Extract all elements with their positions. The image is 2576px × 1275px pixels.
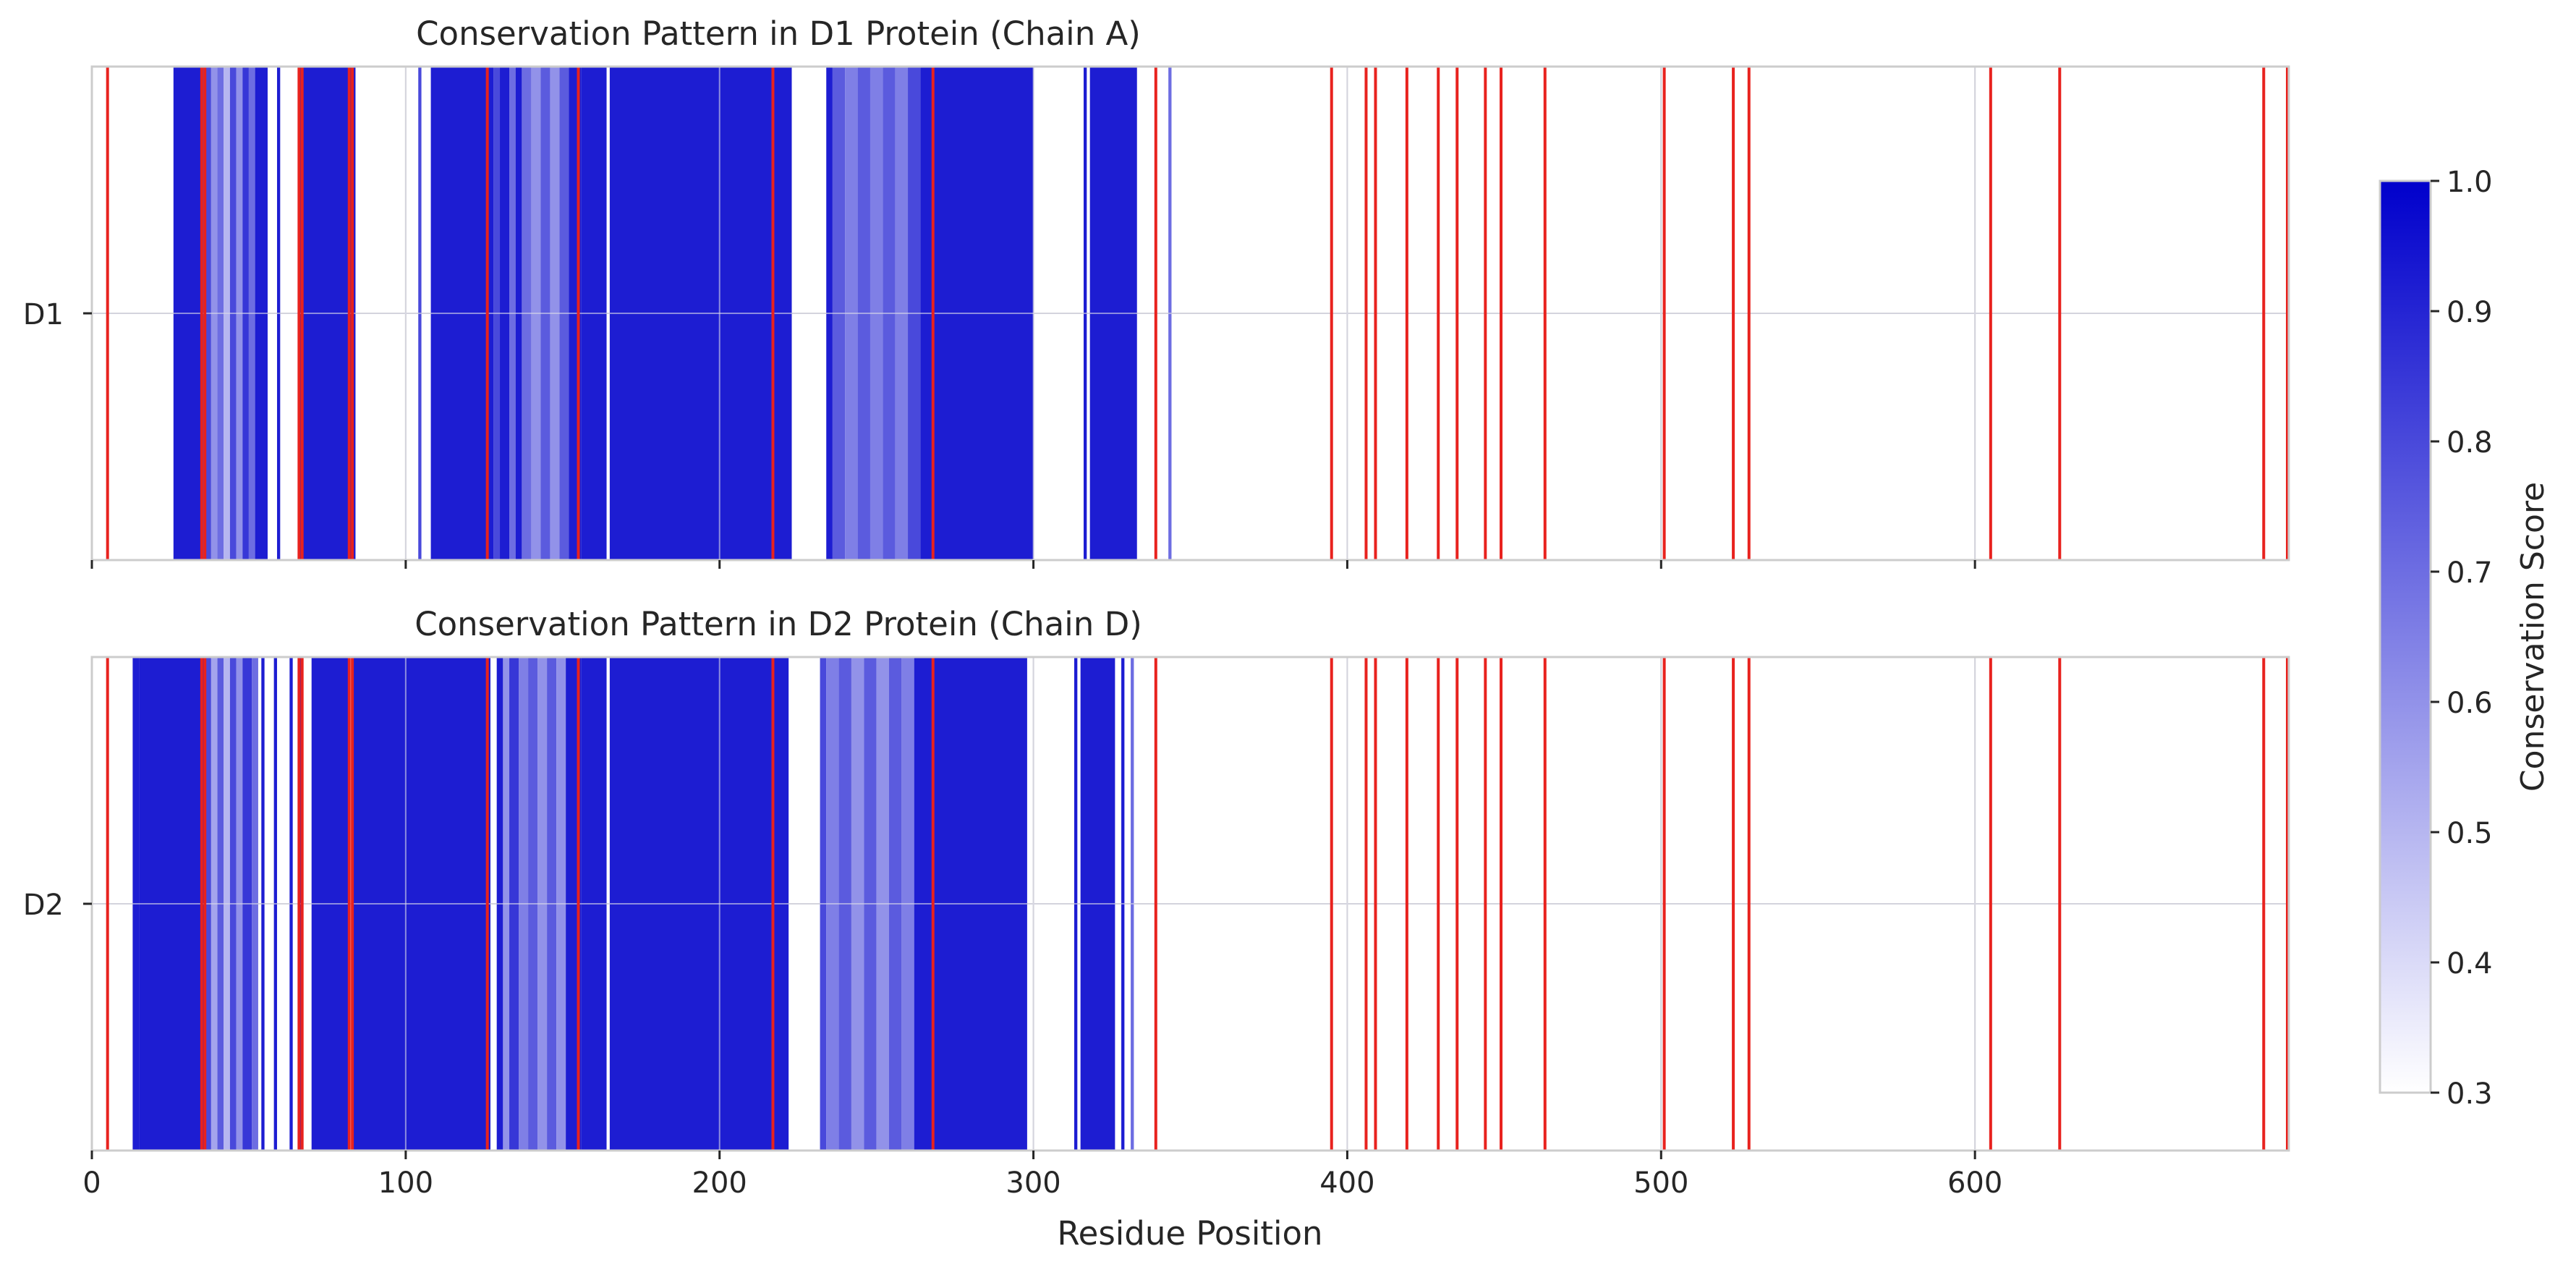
panel-d2-row-label: D2 <box>23 889 64 922</box>
panel-d2-xticks: 0 100 200 300 400 500 600 <box>82 1151 2002 1200</box>
panel-d2-segments <box>92 657 2289 1151</box>
colorbar-tick-label: 0.9 <box>2447 296 2493 329</box>
colorbar-tick-label: 0.7 <box>2447 556 2493 590</box>
colorbar-tick-label: 0.5 <box>2447 817 2493 850</box>
x-tick-label: 200 <box>692 1166 747 1200</box>
panel-d1: Conservation Pattern in D1 Protein (Chai… <box>23 14 2290 569</box>
x-tick-label: 400 <box>1319 1166 1374 1200</box>
colorbar: 0.3 0.4 0.5 0.6 0.7 0.8 0.9 1.0 Conservation Sc… <box>2379 166 2551 1111</box>
panel-d1-segments <box>92 67 2289 560</box>
x-tick-label: 0 <box>82 1166 101 1200</box>
colorbar-tick-label: 0.3 <box>2447 1077 2493 1111</box>
colorbar-tick-label: 1.0 <box>2447 166 2493 199</box>
colorbar-gradient <box>2379 179 2432 1094</box>
panel-d1-title: Conservation Pattern in D1 Protein (Chai… <box>416 14 1141 53</box>
x-tick-label: 600 <box>1947 1166 2002 1200</box>
panel-d2: Conservation Pattern in D2 Protein (Chai… <box>23 605 2290 1200</box>
x-axis-label: Residue Position <box>1057 1214 1322 1253</box>
colorbar-tick-label: 0.8 <box>2447 426 2493 459</box>
panel-d1-row-label: D1 <box>23 298 64 331</box>
panel-d1-red-lines <box>106 67 2289 560</box>
panel-d2-red-lines <box>106 657 2289 1151</box>
x-tick-label: 100 <box>378 1166 433 1200</box>
panel-d1-xticks <box>90 560 1976 569</box>
x-tick-label: 300 <box>1006 1166 1060 1200</box>
panel-d2-title: Conservation Pattern in D2 Protein (Chai… <box>415 605 1142 643</box>
colorbar-tick-label: 0.6 <box>2447 687 2493 720</box>
colorbar-label: Conservation Score <box>2515 482 2551 792</box>
colorbar-tick-label: 0.4 <box>2447 947 2493 980</box>
colorbar-ticks: 0.3 0.4 0.5 0.6 0.7 0.8 0.9 1.0 <box>2431 166 2493 1111</box>
x-tick-label: 500 <box>1633 1166 1688 1200</box>
